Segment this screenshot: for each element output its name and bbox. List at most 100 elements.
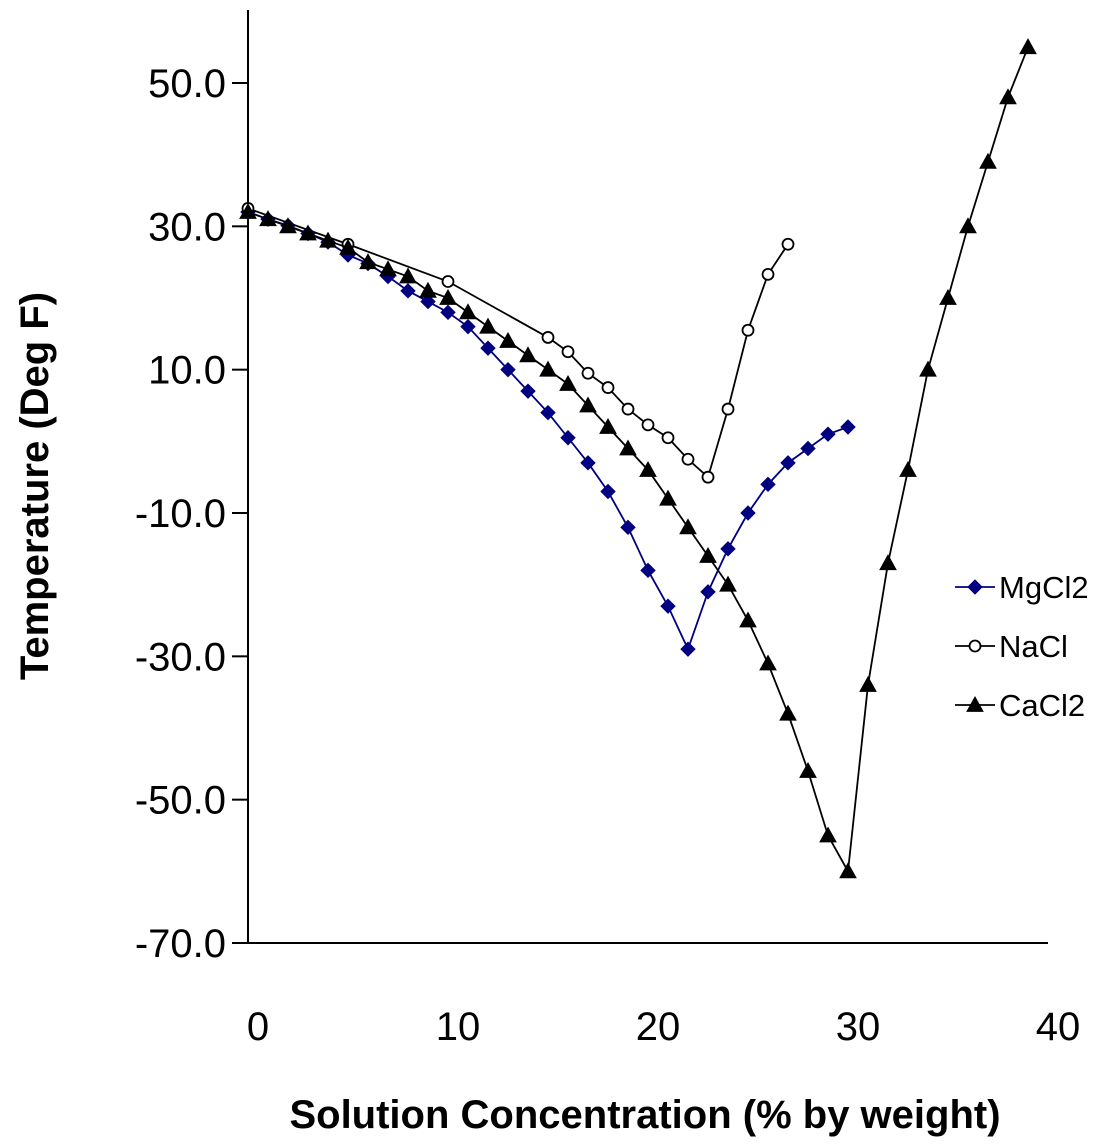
data-point-mgcl2 — [740, 505, 756, 521]
legend-marker-mgcl2 — [967, 579, 983, 595]
y-tick-label: -70.0 — [135, 922, 226, 966]
data-point-mgcl2 — [540, 404, 556, 421]
data-point-cacl2 — [279, 217, 297, 234]
data-point-cacl2 — [699, 546, 717, 563]
data-point-cacl2 — [679, 518, 697, 535]
x-tick-label: 20 — [636, 1005, 681, 1049]
data-point-mgcl2 — [560, 430, 576, 446]
y-tick-label: 50.0 — [148, 62, 226, 106]
axes: 50.0 30.0 10.0 -10.0 -30.0 -50.0 -70.0 0 10 20 30 4… — [135, 10, 1080, 1049]
y-tick-label: -30.0 — [135, 635, 226, 679]
data-point-cacl2 — [479, 317, 497, 334]
data-point-cacl2 — [899, 460, 917, 477]
data-point-cacl2 — [599, 417, 617, 434]
data-point-cacl2 — [759, 654, 777, 671]
data-point-nacl — [441, 275, 455, 288]
data-point-nacl — [661, 431, 675, 445]
data-point-nacl — [701, 470, 715, 484]
data-point-cacl2 — [659, 489, 677, 506]
legend-marker-nacl — [968, 639, 982, 653]
data-point-cacl2 — [779, 704, 797, 721]
data-point-cacl2 — [1019, 38, 1037, 55]
data-point-cacl2 — [819, 826, 837, 843]
y-tick-label: -10.0 — [135, 492, 226, 536]
data-point-nacl — [641, 418, 655, 432]
data-point-cacl2 — [959, 217, 977, 234]
data-point-cacl2 — [859, 675, 877, 692]
data-point-nacl — [561, 345, 575, 359]
data-point-cacl2 — [299, 224, 317, 241]
data-point-mgcl2 — [440, 304, 456, 321]
data-point-cacl2 — [319, 231, 337, 248]
data-point-cacl2 — [359, 253, 377, 270]
legend: MgCl2 NaCl CaCl2 — [955, 570, 1089, 723]
data-point-nacl — [781, 237, 795, 251]
data-point-mgcl2 — [520, 383, 536, 399]
data-point-mgcl2 — [680, 641, 696, 657]
data-point-nacl — [601, 381, 615, 394]
data-point-nacl — [721, 402, 735, 416]
data-point-mgcl2 — [700, 584, 716, 600]
data-point-cacl2 — [919, 360, 937, 377]
data-point-cacl2 — [259, 210, 277, 227]
series-cacl2 — [239, 38, 1037, 879]
series-line-nacl — [247, 207, 789, 479]
series-line-cacl2 — [247, 46, 1029, 875]
data-point-mgcl2 — [480, 340, 496, 356]
data-point-cacl2 — [459, 303, 477, 320]
data-point-cacl2 — [939, 288, 957, 305]
data-point-mgcl2 — [800, 440, 816, 457]
data-point-cacl2 — [799, 761, 817, 778]
data-point-nacl — [581, 366, 595, 380]
legend-label-cacl2: CaCl2 — [999, 688, 1085, 723]
data-point-cacl2 — [239, 202, 257, 219]
data-point-mgcl2 — [660, 598, 676, 614]
data-point-cacl2 — [639, 460, 657, 477]
data-point-mgcl2 — [640, 562, 656, 579]
data-point-mgcl2 — [420, 293, 436, 310]
data-point-nacl — [541, 331, 555, 344]
x-tick-label: 10 — [436, 1005, 481, 1049]
data-point-nacl — [681, 452, 695, 466]
data-point-cacl2 — [539, 360, 557, 377]
data-point-mgcl2 — [820, 426, 836, 442]
data-point-cacl2 — [499, 331, 517, 348]
data-point-mgcl2 — [460, 318, 476, 335]
data-point-cacl2 — [999, 88, 1017, 105]
data-point-mgcl2 — [580, 455, 596, 471]
data-point-cacl2 — [439, 288, 457, 305]
x-tick-label: 0 — [247, 1005, 269, 1049]
data-point-cacl2 — [979, 152, 997, 169]
data-point-mgcl2 — [500, 361, 516, 378]
y-tick-label: -50.0 — [135, 779, 226, 823]
x-tick-label: 40 — [1036, 1005, 1081, 1049]
data-point-nacl — [761, 267, 775, 281]
data-point-mgcl2 — [720, 541, 736, 557]
data-point-cacl2 — [339, 238, 357, 255]
x-axis-title: Solution Concentration (% by weight) — [289, 1093, 1000, 1137]
y-tick-label: 10.0 — [148, 349, 226, 393]
data-point-mgcl2 — [600, 483, 616, 500]
data-point-cacl2 — [399, 267, 417, 284]
series-line-mgcl2 — [247, 211, 849, 652]
x-tick-label: 30 — [836, 1005, 881, 1049]
data-point-nacl — [621, 402, 635, 416]
data-point-mgcl2 — [400, 283, 416, 299]
data-point-nacl — [741, 323, 755, 337]
y-axis-title: Temperature (Deg F) — [13, 292, 57, 680]
data-point-cacl2 — [719, 575, 737, 592]
data-point-cacl2 — [879, 554, 897, 571]
data-point-cacl2 — [739, 611, 757, 628]
legend-label-mgcl2: MgCl2 — [999, 570, 1089, 605]
series-layer — [239, 38, 1037, 879]
data-point-cacl2 — [379, 260, 397, 277]
data-point-cacl2 — [559, 374, 577, 391]
legend-marker-cacl2 — [966, 695, 984, 712]
data-point-cacl2 — [579, 396, 597, 413]
data-point-cacl2 — [619, 439, 637, 456]
data-point-cacl2 — [839, 862, 857, 879]
legend-label-nacl: NaCl — [999, 629, 1068, 664]
data-point-mgcl2 — [780, 455, 796, 471]
data-point-mgcl2 — [620, 519, 636, 536]
